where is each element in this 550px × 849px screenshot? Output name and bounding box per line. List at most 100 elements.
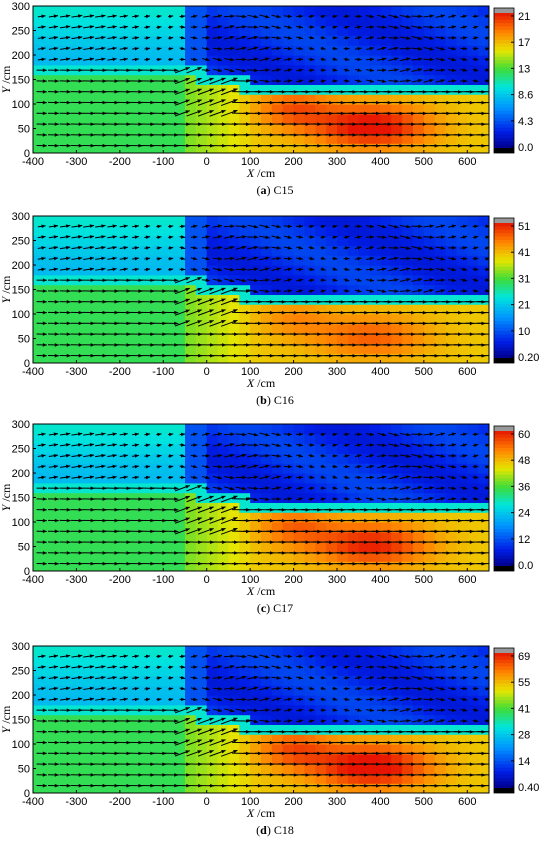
- arrow-head: [287, 289, 292, 293]
- arrow-head: [440, 68, 446, 72]
- heat-cell: [380, 225, 392, 237]
- heat-cell: [315, 492, 327, 503]
- arrow-head: [406, 289, 411, 293]
- heat-cell: [76, 25, 88, 36]
- heat-cell: [109, 522, 121, 533]
- heat-cell: [43, 255, 56, 266]
- arrow-head: [134, 235, 139, 239]
- heat-cell: [347, 143, 360, 153]
- arrow-head: [90, 122, 95, 126]
- heat-cell: [391, 15, 403, 27]
- arrow-head: [66, 68, 71, 73]
- heat-cell: [239, 443, 251, 454]
- arrow-head: [134, 36, 139, 40]
- heat-cell: [195, 353, 208, 363]
- heat-cell: [315, 255, 327, 266]
- heat-cell: [413, 463, 425, 474]
- heat-cell: [163, 45, 175, 56]
- arrow-head: [42, 332, 47, 336]
- arrow-head: [112, 267, 117, 272]
- arrow-head: [287, 486, 292, 490]
- heat-cell: [380, 531, 392, 543]
- arrow-head: [114, 529, 119, 534]
- arrow-head: [485, 288, 489, 293]
- heat-cell: [445, 245, 458, 256]
- arrow-head: [193, 35, 198, 40]
- heat-cell: [315, 265, 327, 276]
- arrow-head: [102, 122, 107, 126]
- heat-cell: [456, 216, 468, 227]
- heat-cell: [402, 25, 414, 36]
- heat-cell: [347, 15, 360, 27]
- arrow-head: [242, 25, 247, 29]
- y-tick-label: 150: [12, 285, 30, 297]
- arrow-head: [345, 246, 350, 250]
- heat-cell: [434, 463, 447, 474]
- heat-cell: [261, 512, 273, 523]
- heat-cell: [163, 424, 175, 435]
- arrow-head: [265, 245, 270, 250]
- heat-cell: [380, 25, 392, 36]
- arrow-head: [451, 235, 457, 239]
- arrow-head: [54, 299, 59, 304]
- heat-cell: [445, 15, 458, 27]
- heat-cell: [163, 294, 175, 305]
- heat-cell: [337, 25, 349, 36]
- heat-cell: [228, 104, 240, 115]
- heat-cell: [380, 433, 392, 445]
- heat-cell: [402, 216, 414, 227]
- heat-cell: [141, 294, 154, 305]
- arrow-head: [406, 36, 411, 40]
- heat-cell: [239, 453, 251, 464]
- heat-cell: [380, 492, 392, 503]
- heat-cell: [33, 15, 45, 27]
- heat-cell: [434, 314, 447, 325]
- arrow-head: [181, 475, 186, 480]
- heat-cell: [402, 45, 414, 56]
- x-tick-label: 0: [204, 156, 210, 168]
- heat-cell: [239, 512, 251, 523]
- heat-cell: [206, 225, 219, 237]
- arrow-head: [66, 561, 71, 566]
- colorbar-segment: [494, 351, 514, 356]
- arrow-head: [242, 14, 247, 19]
- heat-cell: [195, 74, 208, 85]
- arrow-head: [418, 46, 423, 51]
- heat-cell: [467, 343, 479, 354]
- heat-cell: [423, 143, 436, 153]
- arrow-head: [369, 475, 374, 480]
- heat-cell: [293, 314, 306, 325]
- heat-cell: [109, 235, 121, 246]
- arrow-head: [197, 277, 202, 281]
- heat-cell: [456, 245, 468, 256]
- heat-cell: [65, 512, 78, 523]
- heat-cell: [380, 353, 392, 363]
- heat-cell: [304, 353, 316, 363]
- heat-cell: [152, 113, 164, 125]
- heat-cell: [434, 225, 447, 237]
- heat-cell: [185, 245, 197, 256]
- heat-cell: [434, 255, 447, 266]
- heat-cell: [195, 463, 208, 474]
- heat-cell: [478, 541, 489, 552]
- arrow-head: [65, 256, 71, 261]
- arrow-head: [473, 246, 479, 250]
- heat-cell: [326, 133, 338, 144]
- heat-cell: [467, 443, 479, 454]
- heat-cell: [304, 433, 316, 445]
- heat-cell: [369, 343, 382, 354]
- heat-cell: [206, 541, 219, 552]
- arrow-head: [382, 453, 387, 458]
- heat-cell: [413, 353, 425, 363]
- heat-cell: [250, 314, 262, 325]
- heat-cell: [152, 522, 164, 533]
- heat-cell: [326, 453, 338, 464]
- heat-cell: [423, 314, 436, 325]
- heat-cell: [119, 353, 132, 363]
- arrow-head: [66, 497, 71, 501]
- heat-cell: [65, 265, 78, 276]
- heat-cell: [326, 245, 338, 256]
- heat-cell: [478, 235, 489, 246]
- arrow-head: [126, 90, 131, 94]
- arrow-head: [233, 109, 238, 114]
